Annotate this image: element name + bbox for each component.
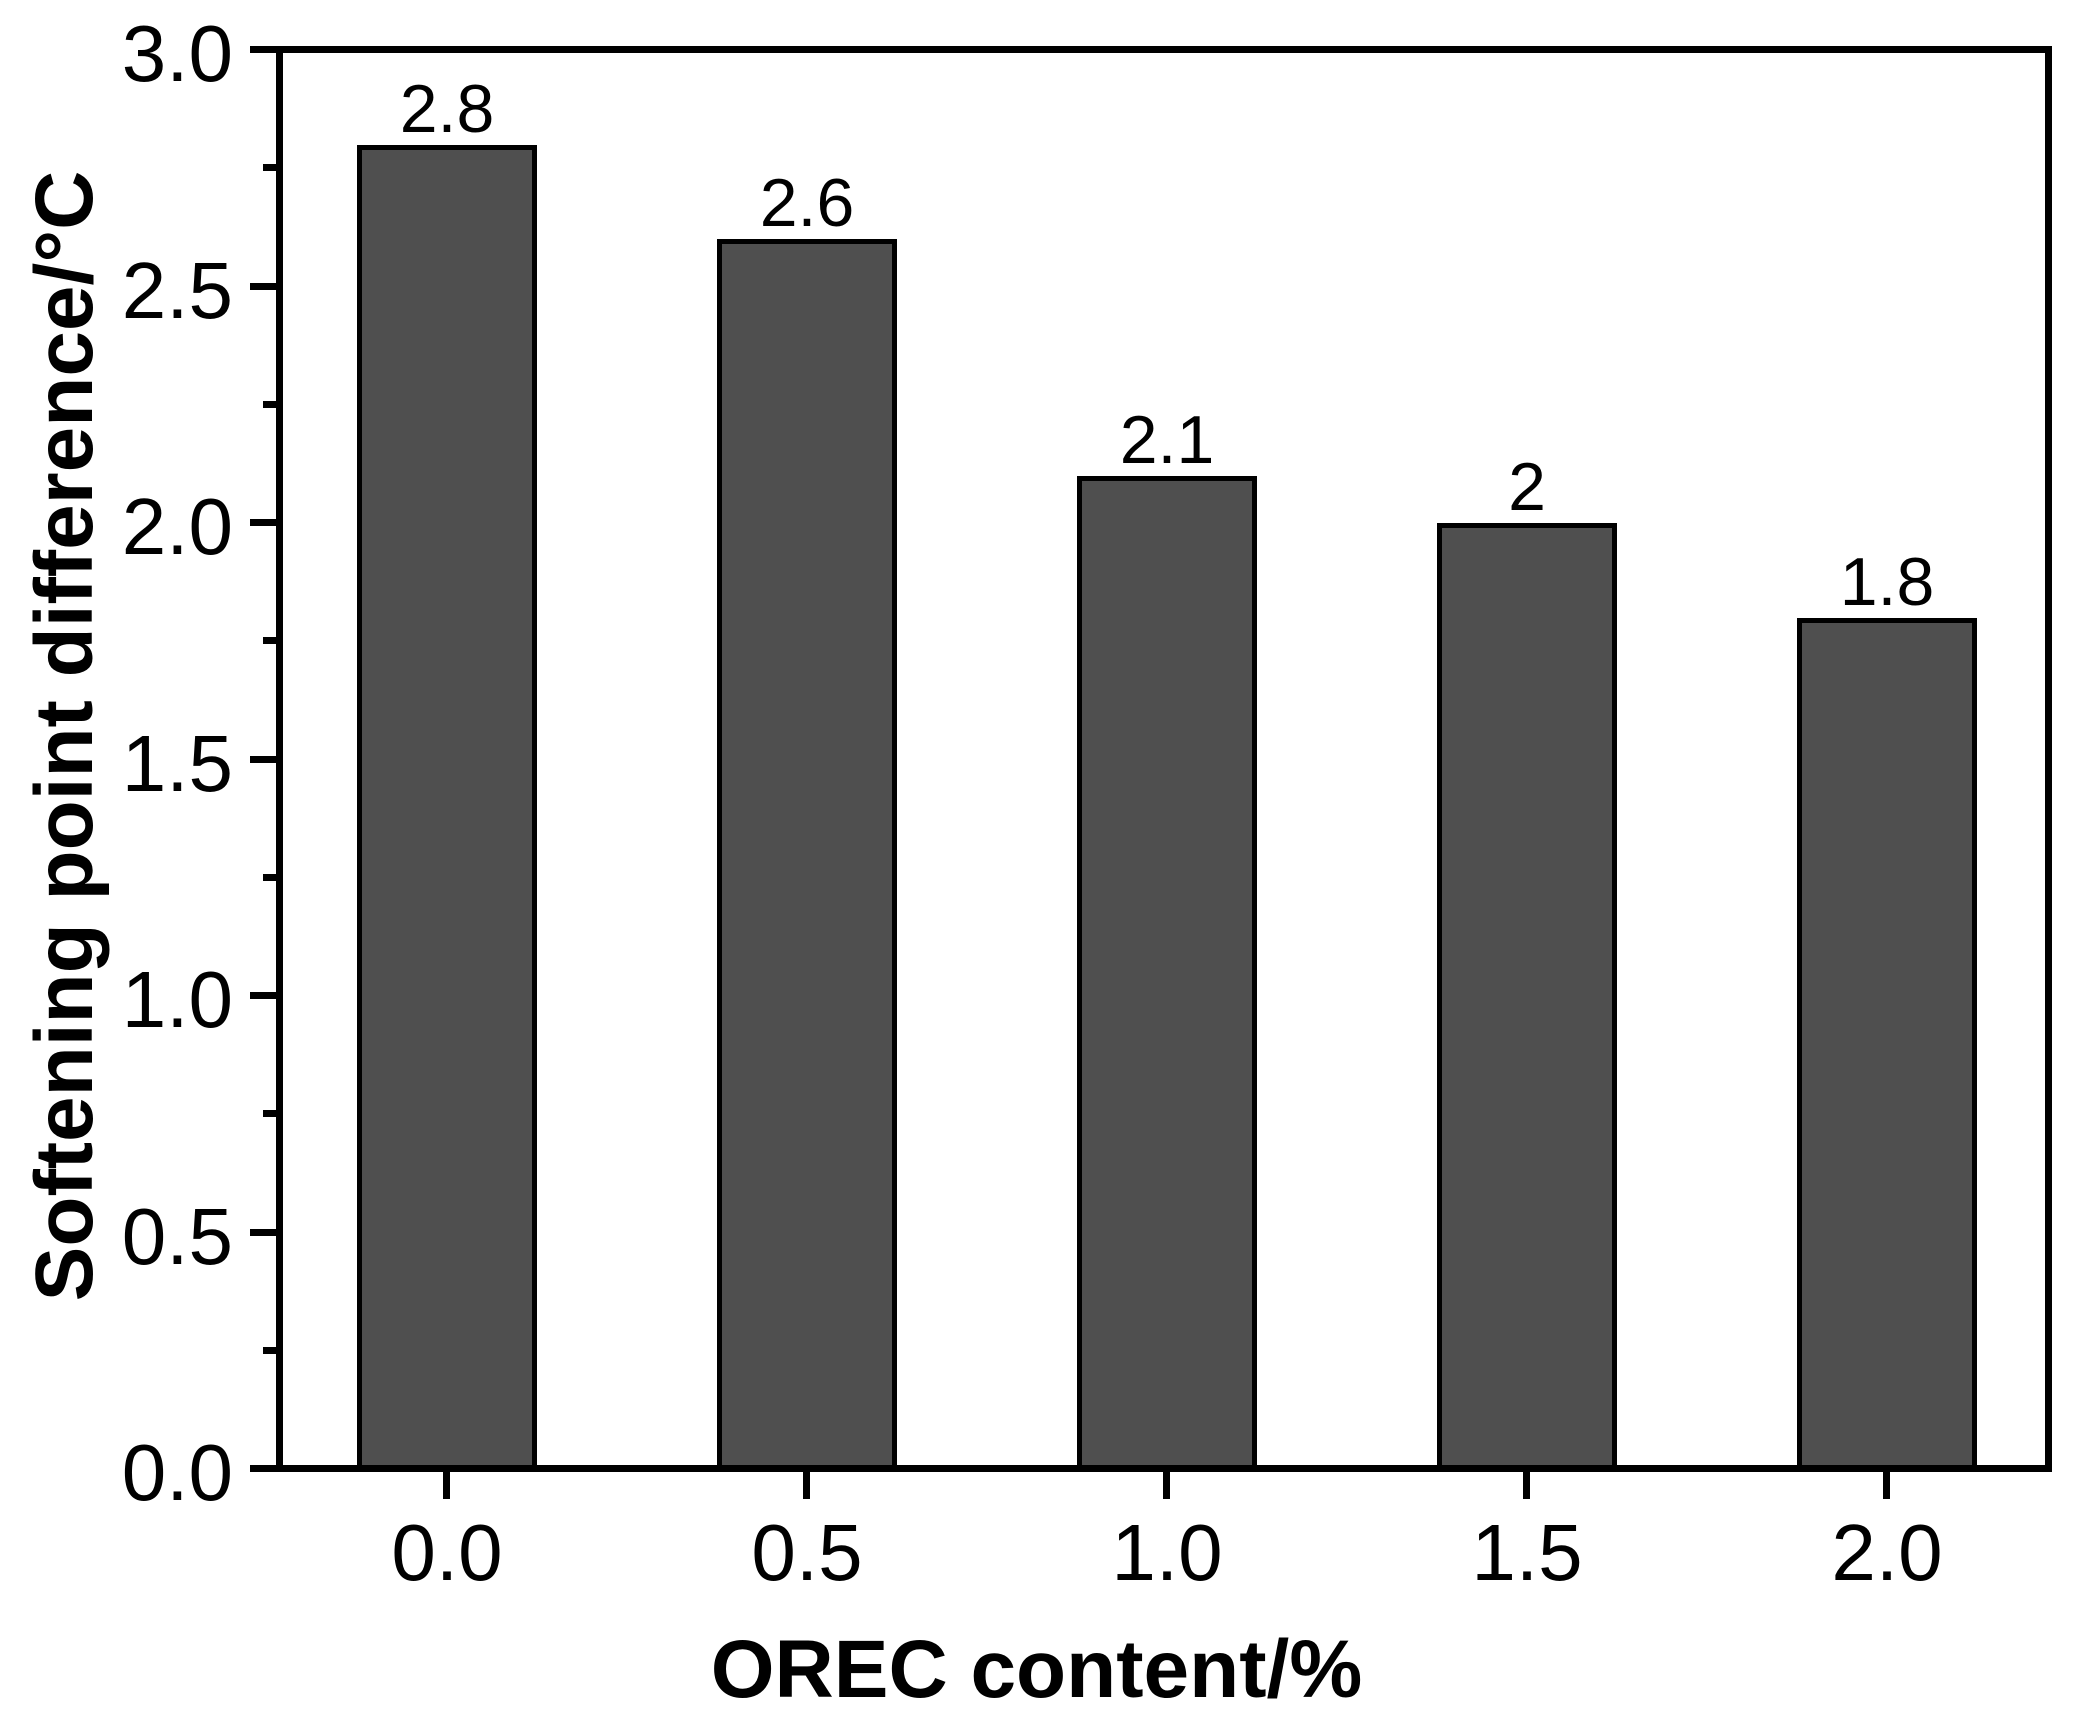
y-axis-major-tick	[250, 519, 277, 526]
x-tick-label: 1.5	[1471, 1508, 1583, 1597]
bar-value-label: 1.8	[1839, 544, 1935, 620]
y-axis-title: Softening point difference/°C	[19, 170, 110, 1302]
y-tick-label: 3.0	[121, 9, 233, 98]
y-axis-major-tick	[250, 756, 277, 763]
y-axis-minor-tick	[263, 1347, 277, 1354]
y-axis-minor-tick	[263, 1110, 277, 1117]
bar	[1437, 523, 1617, 1472]
x-tick-label: 2.0	[1831, 1508, 1943, 1597]
y-tick-label: 1.0	[121, 955, 233, 1044]
y-axis-minor-tick	[263, 637, 277, 644]
bar-value-label: 2.1	[1119, 402, 1215, 478]
y-tick-label: 2.0	[121, 482, 233, 571]
x-axis-tick	[1883, 1472, 1890, 1499]
x-tick-label: 0.5	[751, 1508, 863, 1597]
bar-value-label: 2.6	[759, 165, 855, 241]
y-axis-minor-tick	[263, 164, 277, 171]
y-tick-label: 1.5	[121, 719, 233, 808]
bar-value-label: 2.8	[399, 71, 495, 147]
x-tick-label: 0.0	[391, 1508, 503, 1597]
x-axis-tick	[443, 1472, 450, 1499]
bar	[357, 145, 537, 1472]
y-axis-major-tick	[250, 992, 277, 999]
y-tick-label: 2.5	[121, 246, 233, 335]
bar-value-label: 2	[1508, 449, 1546, 525]
bar	[1077, 476, 1257, 1472]
x-tick-label: 1.0	[1111, 1508, 1223, 1597]
y-tick-label: 0.0	[121, 1428, 233, 1517]
y-axis-major-tick	[250, 283, 277, 290]
y-axis-major-tick	[250, 1465, 277, 1472]
y-axis-minor-tick	[263, 874, 277, 881]
x-axis-tick	[1163, 1472, 1170, 1499]
y-axis-minor-tick	[263, 401, 277, 408]
bar	[717, 239, 897, 1472]
y-tick-label: 0.5	[121, 1192, 233, 1281]
y-axis-major-tick	[250, 46, 277, 53]
x-axis-tick	[803, 1472, 810, 1499]
y-axis-major-tick	[250, 1229, 277, 1236]
x-axis-tick	[1523, 1472, 1530, 1499]
bar	[1797, 618, 1977, 1472]
x-axis-title: OREC content/%	[710, 1624, 1363, 1715]
